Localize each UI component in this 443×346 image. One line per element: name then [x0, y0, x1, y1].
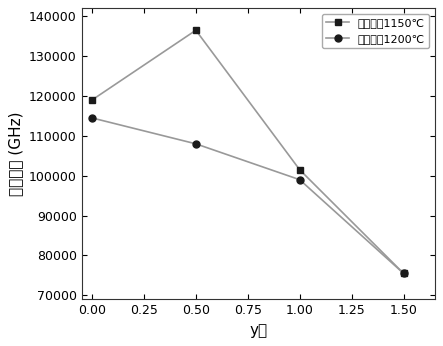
- Line: 烧结温剠1200℃: 烧结温剠1200℃: [89, 115, 407, 277]
- 烧结温剠1200℃: [401, 271, 406, 275]
- 烧结温剠1150℃: [193, 28, 198, 32]
- Legend: 烧结温剠1150℃, 烧结温剠1200℃: 烧结温剠1150℃, 烧结温剠1200℃: [322, 14, 429, 48]
- 烧结温剠1200℃: [89, 116, 95, 120]
- Y-axis label: 品质因数 (GHz): 品质因数 (GHz): [8, 111, 23, 196]
- 烧结温剠1150℃: [401, 271, 406, 275]
- X-axis label: y値: y値: [249, 323, 267, 338]
- 烧结温剠1150℃: [297, 168, 302, 172]
- 烧结温剠1200℃: [297, 177, 302, 182]
- Line: 烧结温剠1150℃: 烧结温剠1150℃: [89, 27, 407, 277]
- 烧结温剠1150℃: [89, 98, 95, 102]
- 烧结温剠1200℃: [193, 142, 198, 146]
